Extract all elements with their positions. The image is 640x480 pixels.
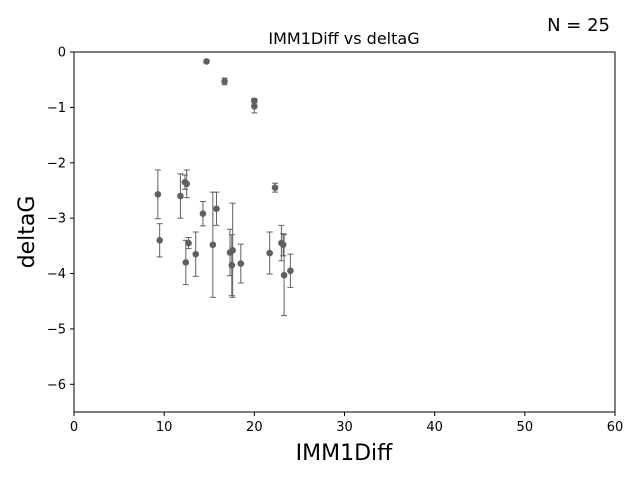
- y-tick-label: −5: [47, 322, 66, 337]
- y-tick-label: 0: [58, 46, 66, 61]
- data-point: [192, 250, 200, 258]
- x-tick-label: 50: [517, 420, 534, 435]
- data-point: [182, 259, 190, 266]
- x-tick-label: 20: [246, 420, 263, 435]
- data-point: [199, 210, 207, 218]
- y-tick-label: −2: [47, 156, 66, 171]
- chart-title: IMM1Diff vs deltaG: [268, 29, 419, 48]
- data-point: [185, 239, 192, 247]
- x-tick-label: 10: [156, 420, 173, 435]
- data-point: [154, 191, 162, 198]
- data-point: [229, 246, 236, 254]
- data-point: [287, 267, 294, 275]
- x-tick-label: 40: [426, 420, 443, 435]
- data-point: [156, 237, 163, 244]
- plot-area: [154, 58, 294, 317]
- sample-count-annotation: N = 25: [547, 15, 610, 36]
- data-point: [251, 102, 258, 110]
- x-axis: 0 10 20 30 40 50 60: [70, 412, 623, 435]
- plot-frame: [73, 51, 616, 413]
- y-axis: 0 −1 −2 −3 −4 −5 −6: [47, 46, 74, 393]
- data-point: [183, 180, 191, 188]
- data-point: [228, 261, 236, 269]
- y-axis-label: deltaG: [15, 196, 40, 269]
- x-axis-label: IMM1Diff: [296, 441, 394, 466]
- x-tick-label: 60: [607, 420, 624, 435]
- data-point: [237, 260, 245, 267]
- data-point: [209, 241, 217, 249]
- data-point: [279, 241, 287, 249]
- y-tick-label: −6: [47, 378, 66, 393]
- data-point: [213, 205, 220, 213]
- x-tick-label: 0: [70, 420, 78, 435]
- data-point: [280, 271, 288, 279]
- y-tick-label: −1: [47, 101, 66, 116]
- data-point: [271, 184, 279, 191]
- y-tick-label: −4: [47, 267, 66, 282]
- x-tick-label: 30: [336, 420, 353, 435]
- data-point: [203, 58, 210, 65]
- data-point: [177, 192, 184, 200]
- y-tick-label: −3: [47, 212, 66, 227]
- data-point: [266, 249, 273, 257]
- data-point: [221, 78, 228, 85]
